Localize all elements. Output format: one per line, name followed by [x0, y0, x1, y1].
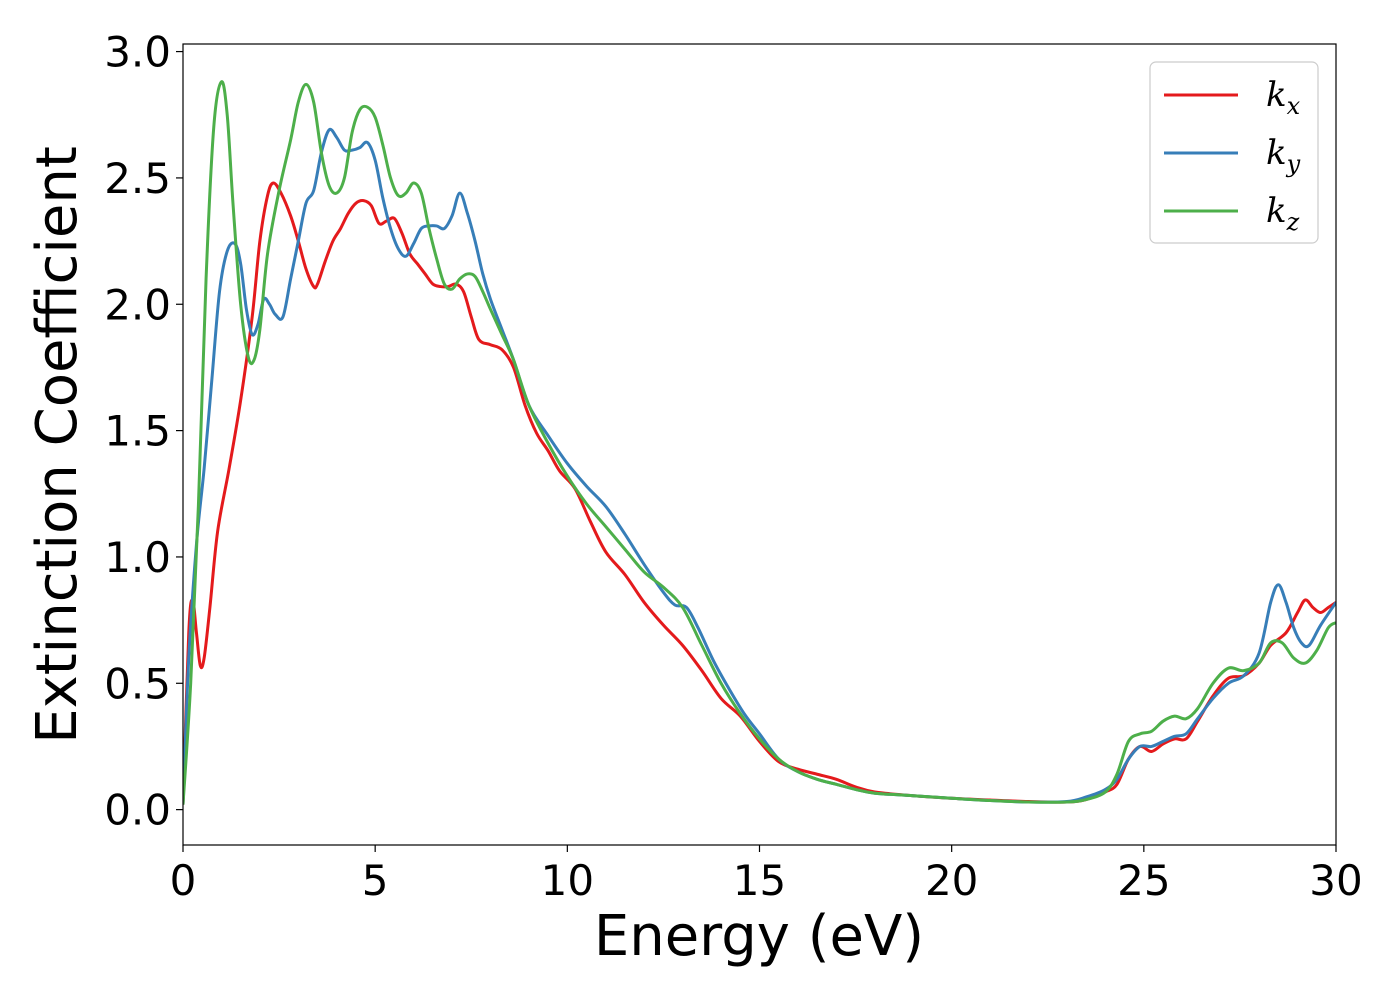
- y-tick-label: 2.0: [104, 280, 171, 329]
- y-tick-label: 3.0: [104, 28, 171, 77]
- x-tick-label: 25: [1117, 856, 1170, 905]
- series-group: [183, 80, 1336, 805]
- legend-item-k-x: kx: [1164, 75, 1301, 120]
- y-tick-label: 2.5: [104, 154, 171, 203]
- y-tick-label: 1.5: [104, 407, 171, 456]
- x-tick-label: 0: [170, 856, 197, 905]
- x-tick-label: 20: [925, 856, 978, 905]
- y-axis-title: Extinction Coefficient: [25, 146, 90, 744]
- x-tick-label: 15: [733, 856, 786, 905]
- y-tick-label: 0.5: [104, 659, 171, 708]
- plot-area: [182, 43, 1337, 846]
- legend-label: kz: [1266, 191, 1300, 236]
- series-line-k-z: [183, 80, 1336, 805]
- legend-item-k-y: ky: [1164, 133, 1301, 178]
- y-tick-label: 0.0: [104, 786, 171, 835]
- legend-label: ky: [1266, 133, 1301, 178]
- x-tick-label: 10: [541, 856, 594, 905]
- legend-item-k-z: kz: [1164, 191, 1300, 236]
- legend-label: kx: [1266, 75, 1301, 120]
- y-tick-label: 1.0: [104, 533, 171, 582]
- x-tick-label: 5: [362, 856, 389, 905]
- y-axis: 0.0 0.5 1.0 1.5 2.0 2.5 3.0: [104, 28, 183, 835]
- x-axis: 0 5 10 15 20 25 30: [170, 845, 1363, 905]
- x-axis-title: Energy (eV): [594, 904, 924, 969]
- legend: kx ky kz: [1149, 61, 1319, 244]
- series-line-k-x: [183, 181, 1336, 805]
- x-tick-label: 30: [1309, 856, 1362, 905]
